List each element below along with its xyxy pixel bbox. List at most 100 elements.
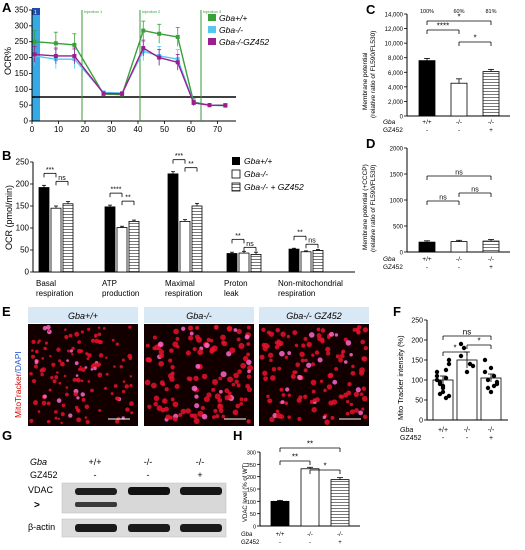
h-bar	[330, 479, 350, 527]
b-bar	[191, 205, 203, 273]
cell-dot	[84, 404, 90, 410]
cell-dot	[219, 389, 223, 394]
d-bar	[418, 241, 436, 253]
b-legend-kogz: Gba-/- + GZ452	[244, 182, 304, 192]
cell-dot	[79, 365, 82, 369]
cell-dot	[52, 379, 57, 384]
b-group-label: Non-mitochondrial	[278, 279, 343, 288]
cell-dot	[311, 389, 316, 394]
panel-a-line-chart: 1 OCR% 0 50 100 150 200 250 300 350 0 10 20 30 40 50 6…	[3, 6, 269, 135]
cell-dot	[227, 376, 234, 383]
cell-dot	[121, 358, 125, 362]
a-ytick: 50	[19, 101, 28, 110]
a-xtick: 50	[160, 125, 169, 134]
h-bar	[300, 468, 320, 527]
cell-dot	[218, 376, 223, 381]
cell-dot	[275, 409, 280, 414]
cell-dot	[152, 335, 157, 340]
cell-dot	[217, 403, 222, 408]
f-point	[443, 375, 449, 381]
d-sig: ns	[455, 170, 463, 177]
geno-gba-label: Gba	[241, 532, 253, 538]
cell-dot	[76, 417, 82, 423]
f-point	[458, 353, 464, 359]
geno-gba-val: -/-	[337, 532, 343, 538]
cell-dot	[145, 343, 150, 348]
cell-dot	[113, 365, 116, 368]
b-legend-wt: Gba+/+	[244, 156, 272, 166]
geno-gba-val: -/-	[307, 532, 313, 538]
geno-gz-val: -	[426, 127, 428, 134]
cell-dot	[239, 401, 244, 406]
g-gz-2: -	[147, 470, 150, 480]
cell-dot	[323, 388, 327, 393]
f-point	[488, 365, 494, 371]
cell-dot	[153, 395, 160, 402]
cell-dot	[244, 334, 250, 340]
cell-dot	[29, 418, 34, 423]
cell-dot	[174, 383, 180, 389]
geno-gz-val: +	[338, 540, 342, 546]
cell-dot	[31, 354, 36, 359]
f-point	[434, 369, 440, 375]
cell-dot	[212, 415, 216, 420]
f-ytick: 250	[411, 318, 423, 325]
cell-dot	[187, 325, 194, 331]
b-sig: ***	[46, 167, 54, 174]
f-sig: ns	[463, 328, 471, 337]
cell-dot	[29, 371, 33, 376]
a-ytick: 350	[15, 6, 29, 15]
cell-dot	[311, 353, 315, 357]
f-point	[446, 357, 452, 363]
cell-dot	[280, 331, 286, 337]
cell-dot	[84, 366, 88, 369]
a-point	[207, 103, 212, 108]
a-xtick: 70	[213, 125, 222, 134]
cell-dot	[129, 383, 133, 388]
cell-dot	[211, 345, 218, 352]
a-ytick: 250	[15, 37, 29, 46]
cell-dot	[94, 335, 97, 338]
f-point	[446, 393, 452, 399]
cell-dot	[229, 347, 236, 354]
c-ytick: 10,000	[385, 42, 404, 48]
cell-dot	[63, 374, 67, 378]
panel-e-micrographs: MitoTracker/DAPI Gba+/+ Gba-/- Gba-/- GZ…	[13, 307, 369, 426]
b-sig: **	[188, 161, 194, 168]
geno-gz-val: -	[458, 127, 460, 134]
cell-dot	[172, 401, 179, 408]
cell-dot	[194, 403, 200, 409]
cell-dot	[280, 400, 285, 404]
c-ylabel-1: Membrane potential	[362, 52, 369, 110]
panel-c-bar-chart: Membrane potential (relative ratio of FL…	[362, 9, 510, 134]
cell-dot	[287, 415, 292, 419]
injection-label-3: Injection 3	[203, 9, 222, 14]
cell-dot	[158, 360, 164, 367]
cell-dot	[263, 376, 268, 382]
cell-dot	[115, 396, 120, 401]
cell-dot	[276, 413, 282, 419]
cell-dot	[236, 383, 241, 388]
d-bar	[482, 240, 500, 253]
h-sig: **	[292, 453, 298, 462]
h-ytick: 250	[247, 463, 256, 469]
geno-gz-label: GZ452	[383, 127, 403, 134]
cell-dot	[43, 346, 47, 351]
a-xtick: 0	[30, 125, 35, 134]
cell-dot	[284, 401, 289, 406]
cell-dot	[76, 408, 80, 412]
cell-dot	[197, 410, 204, 417]
cell-dot	[60, 421, 63, 425]
b-sig: ns	[246, 241, 254, 248]
geno-gz-label: GZ452	[241, 540, 260, 546]
b-ylabel: OCR (pmol/min)	[4, 185, 14, 250]
cell-dot	[214, 393, 221, 400]
geno-gba-val: +/+	[422, 119, 432, 126]
b-group-label: production	[102, 289, 139, 298]
cell-dot	[64, 328, 67, 331]
cell-dot	[122, 380, 126, 383]
cell-dot	[97, 372, 103, 378]
c-bar	[418, 60, 436, 117]
cell-dot	[281, 393, 286, 397]
b-bar	[116, 227, 128, 273]
